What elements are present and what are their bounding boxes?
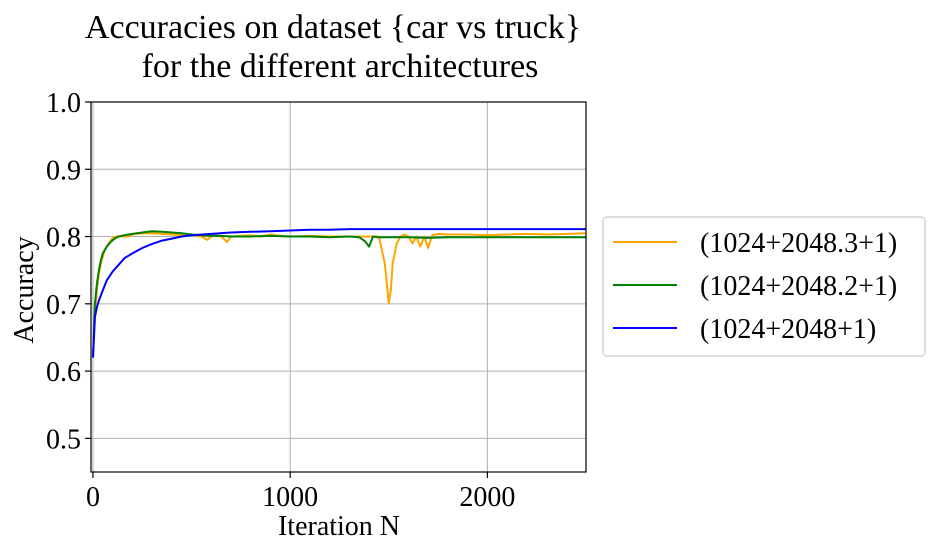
chart-title-line-1: Accuracies on dataset {car vs truck} bbox=[85, 9, 581, 46]
x-axis-label: Iteration N bbox=[278, 511, 400, 542]
y-tick-label: 1.0 bbox=[46, 88, 81, 119]
y-axis-ticks: 0.5 0.6 0.7 0.8 0.9 1.0 bbox=[46, 88, 91, 455]
x-tick-label: 1000 bbox=[262, 482, 318, 513]
legend: (1024+2048.3+1) (1024+2048.2+1) (1024+2048… bbox=[602, 216, 926, 357]
y-axis-label: Accuracy bbox=[9, 236, 40, 343]
x-axis-ticks: 0 1000 2000 bbox=[86, 472, 515, 513]
chart-title-line-2: for the different architectures bbox=[142, 48, 539, 85]
legend-frame bbox=[602, 216, 926, 357]
series-line-2 bbox=[92, 230, 586, 358]
x-tick-label: 2000 bbox=[459, 482, 515, 513]
grid-lines bbox=[91, 101, 586, 472]
x-tick-label: 0 bbox=[86, 482, 100, 513]
legend-label-2: (1024+2048.2+1) bbox=[700, 271, 897, 302]
series-lines bbox=[92, 228, 587, 358]
legend-label-1: (1024+2048.3+1) bbox=[700, 228, 897, 259]
legend-label-3: (1024+2048+1) bbox=[700, 314, 876, 345]
series-line-3 bbox=[92, 228, 586, 358]
plot-frame bbox=[90, 101, 587, 473]
y-tick-label: 0.8 bbox=[46, 223, 81, 254]
y-tick-label: 0.9 bbox=[46, 155, 81, 186]
y-tick-label: 0.7 bbox=[46, 290, 81, 321]
series-line-1 bbox=[92, 232, 587, 358]
y-tick-label: 0.6 bbox=[46, 357, 81, 388]
y-tick-label: 0.5 bbox=[46, 424, 81, 455]
